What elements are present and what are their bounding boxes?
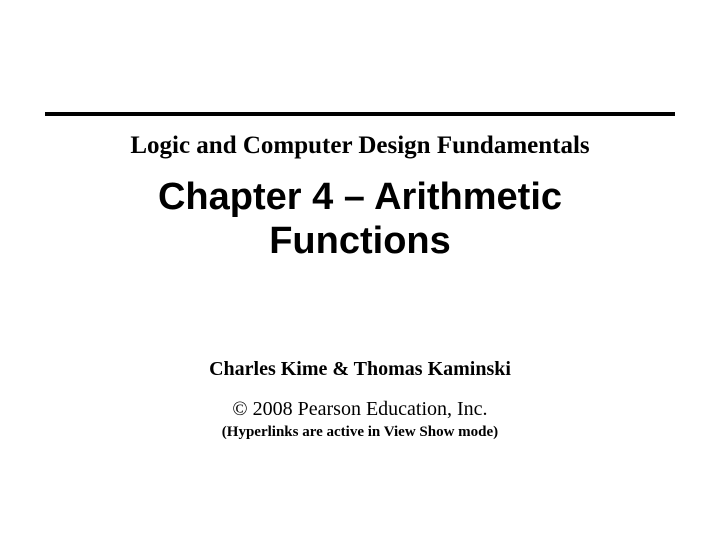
chapter-title: Chapter 4 – Arithmetic Functions	[0, 176, 720, 263]
chapter-title-line1: Chapter 4 – Arithmetic	[158, 176, 562, 218]
hyperlink-note: (Hyperlinks are active in View Show mode…	[0, 424, 720, 441]
copyright: © 2008 Pearson Education, Inc.	[0, 398, 720, 421]
slide: Logic and Computer Design Fundamentals C…	[0, 0, 720, 540]
horizontal-rule	[45, 112, 675, 116]
chapter-title-line2: Functions	[269, 220, 451, 262]
authors: Charles Kime & Thomas Kaminski	[0, 358, 720, 381]
book-title: Logic and Computer Design Fundamentals	[0, 132, 720, 160]
